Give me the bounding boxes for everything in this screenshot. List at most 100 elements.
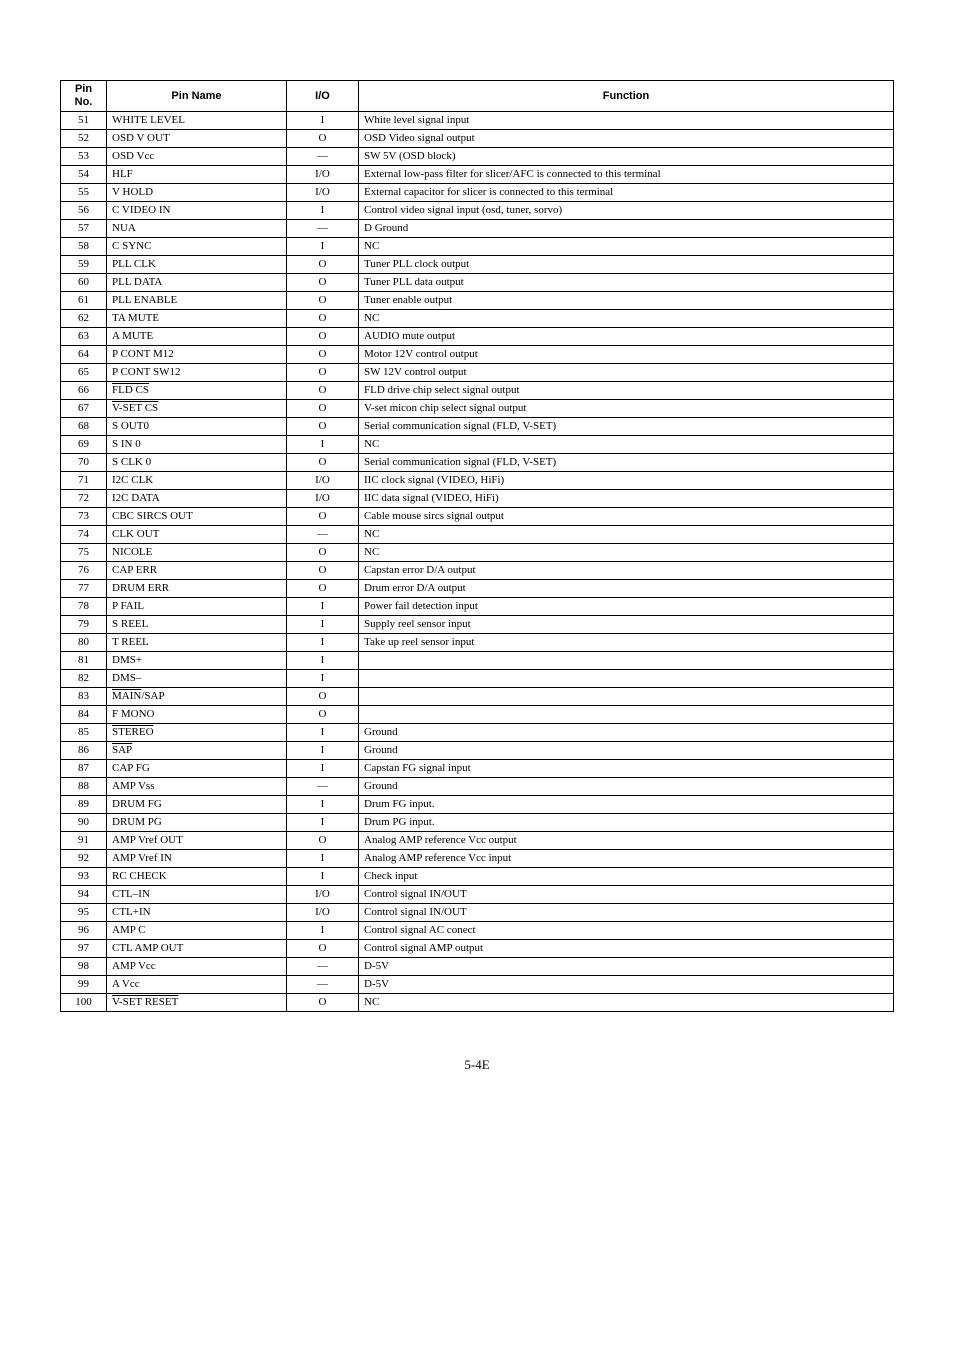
cell-pin: 100 (61, 994, 107, 1012)
cell-function: Check input (359, 868, 894, 886)
table-row: 60PLL DATAOTuner PLL data output (61, 274, 894, 292)
cell-pin-name: PLL ENABLE (107, 292, 287, 310)
cell-pin: 96 (61, 922, 107, 940)
cell-pin-name: CBC SIRCS OUT (107, 508, 287, 526)
cell-function: Tuner enable output (359, 292, 894, 310)
cell-pin-name: F MONO (107, 706, 287, 724)
cell-pin-name: A Vcc (107, 976, 287, 994)
table-row: 90DRUM PGIDrum PG input. (61, 814, 894, 832)
cell-pin-name: S OUT0 (107, 418, 287, 436)
cell-function: NC (359, 544, 894, 562)
cell-function: Drum PG input. (359, 814, 894, 832)
pinout-table: Pin No. Pin Name I/O Function 51WHITE LE… (60, 80, 894, 1012)
cell-pin: 65 (61, 364, 107, 382)
cell-function: NC (359, 238, 894, 256)
table-row: 81DMS+I (61, 652, 894, 670)
cell-pin: 97 (61, 940, 107, 958)
cell-io: I/O (287, 904, 359, 922)
cell-function (359, 706, 894, 724)
cell-function: Motor 12V control output (359, 346, 894, 364)
cell-pin-name: DRUM FG (107, 796, 287, 814)
cell-io: O (287, 688, 359, 706)
cell-io: I/O (287, 166, 359, 184)
cell-function: AUDIO mute output (359, 328, 894, 346)
cell-pin: 85 (61, 724, 107, 742)
cell-function: FLD drive chip select signal output (359, 382, 894, 400)
cell-pin: 98 (61, 958, 107, 976)
table-row: 92AMP Vref INIAnalog AMP reference Vcc i… (61, 850, 894, 868)
table-row: 56C VIDEO INIControl video signal input … (61, 202, 894, 220)
table-row: 51WHITE LEVELIWhite level signal input (61, 112, 894, 130)
cell-function: Ground (359, 778, 894, 796)
cell-pin: 55 (61, 184, 107, 202)
cell-pin: 67 (61, 400, 107, 418)
cell-pin: 57 (61, 220, 107, 238)
cell-pin-name: DMS– (107, 670, 287, 688)
cell-function: IIC clock signal (VIDEO, HiFi) (359, 472, 894, 490)
cell-pin-name: RC CHECK (107, 868, 287, 886)
cell-pin-name: CTL+IN (107, 904, 287, 922)
table-row: 63A MUTEOAUDIO mute output (61, 328, 894, 346)
cell-pin-name: AMP Vref IN (107, 850, 287, 868)
cell-io: O (287, 940, 359, 958)
table-row: 87CAP FGICapstan FG signal input (61, 760, 894, 778)
cell-pin: 56 (61, 202, 107, 220)
cell-pin: 53 (61, 148, 107, 166)
cell-io: O (287, 706, 359, 724)
cell-pin: 52 (61, 130, 107, 148)
cell-pin: 99 (61, 976, 107, 994)
cell-pin-name: P FAIL (107, 598, 287, 616)
cell-pin: 61 (61, 292, 107, 310)
cell-pin: 79 (61, 616, 107, 634)
cell-function: V-set micon chip select signal output (359, 400, 894, 418)
cell-function: Serial communication signal (FLD, V-SET) (359, 454, 894, 472)
cell-pin: 74 (61, 526, 107, 544)
table-row: 58C SYNCINC (61, 238, 894, 256)
cell-function (359, 670, 894, 688)
table-row: 77DRUM ERRODrum error D/A output (61, 580, 894, 598)
table-row: 80T REELITake up reel sensor input (61, 634, 894, 652)
cell-pin: 63 (61, 328, 107, 346)
table-row: 73CBC SIRCS OUTOCable mouse sircs signal… (61, 508, 894, 526)
cell-function: Serial communication signal (FLD, V-SET) (359, 418, 894, 436)
cell-pin-name: DMS+ (107, 652, 287, 670)
cell-pin: 71 (61, 472, 107, 490)
cell-io: O (287, 310, 359, 328)
cell-pin: 72 (61, 490, 107, 508)
cell-pin-name: C SYNC (107, 238, 287, 256)
cell-io: O (287, 130, 359, 148)
cell-pin-name: WHITE LEVEL (107, 112, 287, 130)
cell-io: I (287, 238, 359, 256)
cell-io: O (287, 274, 359, 292)
cell-pin-name: CTL–IN (107, 886, 287, 904)
cell-io: I (287, 922, 359, 940)
cell-pin: 60 (61, 274, 107, 292)
cell-pin: 90 (61, 814, 107, 832)
cell-function: Take up reel sensor input (359, 634, 894, 652)
cell-function: Analog AMP reference Vcc output (359, 832, 894, 850)
cell-function: NC (359, 994, 894, 1012)
table-row: 89DRUM FGIDrum FG input. (61, 796, 894, 814)
cell-pin-name: CAP ERR (107, 562, 287, 580)
cell-pin-name: FLD CS (107, 382, 287, 400)
cell-pin-name: CAP FG (107, 760, 287, 778)
table-row: 69S IN 0INC (61, 436, 894, 454)
cell-pin-name: C VIDEO IN (107, 202, 287, 220)
table-row: 59PLL CLKOTuner PLL clock output (61, 256, 894, 274)
cell-pin-name: T REEL (107, 634, 287, 652)
table-row: 52OSD V OUTOOSD Video signal output (61, 130, 894, 148)
cell-io: I/O (287, 886, 359, 904)
table-row: 70S CLK 0OSerial communication signal (F… (61, 454, 894, 472)
cell-io: O (287, 256, 359, 274)
cell-pin-name: DRUM PG (107, 814, 287, 832)
cell-pin: 64 (61, 346, 107, 364)
cell-pin: 73 (61, 508, 107, 526)
table-row: 61PLL ENABLEOTuner enable output (61, 292, 894, 310)
cell-pin: 92 (61, 850, 107, 868)
cell-function: Tuner PLL data output (359, 274, 894, 292)
cell-pin-name: V-SET CS (107, 400, 287, 418)
cell-io: I (287, 670, 359, 688)
cell-pin: 82 (61, 670, 107, 688)
col-header-name: Pin Name (107, 81, 287, 112)
table-row: 79S REELISupply reel sensor input (61, 616, 894, 634)
